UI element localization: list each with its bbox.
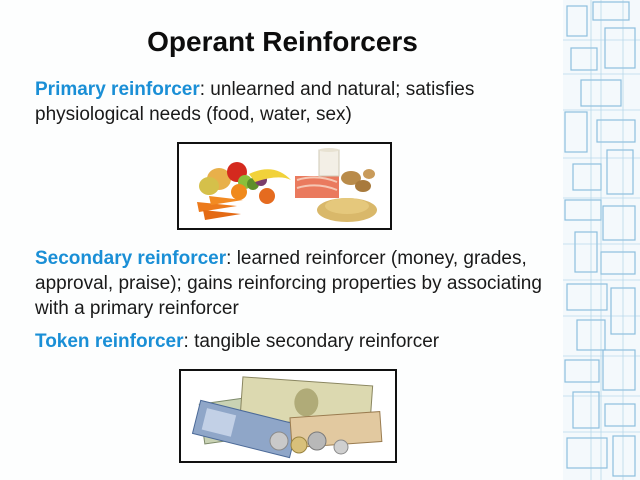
token-reinforcer-term: Token reinforcer [35, 331, 184, 352]
food-image [177, 142, 392, 230]
secondary-reinforcer-term: Secondary reinforcer [35, 248, 227, 269]
primary-reinforcer-term: Primary reinforcer [35, 79, 200, 100]
money-image [179, 369, 397, 463]
secondary-reinforcer-definition: Secondary reinforcer: learned reinforcer… [35, 246, 555, 321]
slide-title: Operant Reinforcers [147, 26, 418, 57]
token-reinforcer-text: : tangible secondary reinforcer [183, 331, 440, 352]
primary-reinforcer-definition: Primary reinforcer: unlearned and natura… [35, 77, 545, 127]
secondary-reinforcer-text: : learned reinforcer (money, grades, app… [35, 248, 542, 319]
token-reinforcer-definition: Token reinforcer: tangible secondary rei… [35, 329, 555, 354]
circuit-border-decoration [563, 0, 640, 480]
primary-reinforcer-text: : unlearned and natural; satisfies physi… [35, 79, 475, 125]
